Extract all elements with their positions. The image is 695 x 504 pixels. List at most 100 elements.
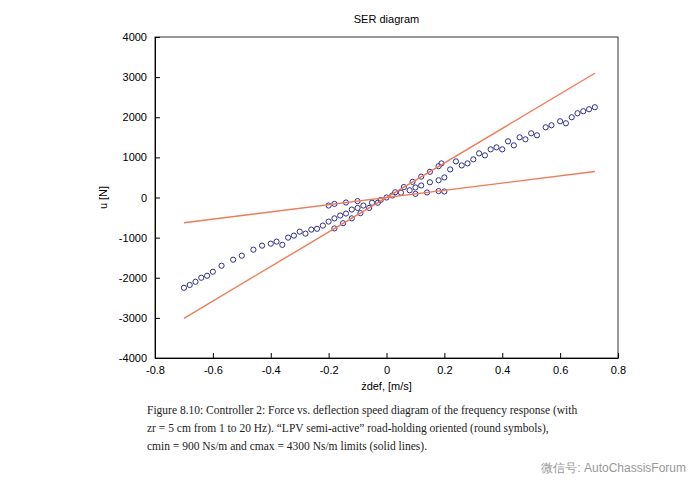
x-tick-mark xyxy=(213,353,214,358)
y-tick-mark xyxy=(155,117,160,118)
scatter-point xyxy=(534,133,539,138)
scatter-point xyxy=(297,229,302,234)
x-tick-mark xyxy=(329,353,330,358)
scatter-point xyxy=(459,163,464,168)
scatter-point xyxy=(286,235,291,240)
scatter-point xyxy=(187,282,192,287)
x-tick: -0.2 xyxy=(320,353,339,376)
y-tick-label: -3000 xyxy=(119,312,147,324)
y-tick-mark xyxy=(155,318,160,319)
scatter-point xyxy=(361,203,366,208)
y-tick-label: 1000 xyxy=(123,151,147,163)
limit-line xyxy=(184,171,595,222)
y-axis-title: u [N] xyxy=(97,186,109,209)
scatter-point xyxy=(471,157,476,162)
chart-title: SER diagram xyxy=(354,13,419,25)
scatter-point xyxy=(523,137,528,142)
y-tick-label: -2000 xyxy=(119,272,147,284)
x-tick-label: 0.2 xyxy=(437,364,452,376)
scatter-point xyxy=(274,239,279,244)
x-axis-line xyxy=(156,358,619,359)
y-tick-label: -1000 xyxy=(119,232,147,244)
plot-frame xyxy=(155,37,618,358)
scatter-point xyxy=(575,111,580,116)
y-tick: -3000 xyxy=(119,312,160,324)
scatter-point xyxy=(320,223,325,228)
x-tick-label: -0.2 xyxy=(320,364,339,376)
scatter-point xyxy=(251,247,256,252)
scatter-point xyxy=(448,167,453,172)
x-tick-label: -0.8 xyxy=(146,364,165,376)
scatter-point xyxy=(511,143,516,148)
scatter-point xyxy=(517,135,522,140)
scatter-point xyxy=(268,241,273,246)
x-tick-mark xyxy=(502,353,503,358)
x-tick-mark xyxy=(387,353,388,358)
x-tick: 0.4 xyxy=(495,353,510,376)
scatter-point xyxy=(453,159,458,164)
scatter-point xyxy=(569,115,574,120)
y-tick: 4000 xyxy=(123,31,160,43)
x-tick-mark xyxy=(618,353,619,358)
scatter-point xyxy=(239,253,244,258)
scatter-point xyxy=(563,121,568,126)
x-tick-label: -0.6 xyxy=(204,364,223,376)
scatter-point xyxy=(558,119,563,124)
scatter-point xyxy=(355,205,360,210)
scatter-point xyxy=(419,183,424,188)
scatter-point xyxy=(488,147,493,152)
scatter-point xyxy=(332,216,337,221)
scatter-point xyxy=(398,190,403,195)
watermark: 微信号: AutoChassisForum xyxy=(541,461,686,475)
scatter-point xyxy=(465,161,470,166)
scatter-point xyxy=(543,125,548,130)
y-tick-mark xyxy=(155,37,160,38)
caption-line: cmin = 900 Ns/m and cmax = 4300 Ns/m lim… xyxy=(147,440,427,453)
scatter-point xyxy=(303,231,308,236)
scatter-point xyxy=(494,145,499,150)
scatter-point xyxy=(427,180,432,185)
y-tick-label: 2000 xyxy=(123,111,147,123)
x-tick-mark xyxy=(444,353,445,358)
scatter-point xyxy=(349,207,354,212)
scatter-point xyxy=(181,285,186,290)
scatter-point xyxy=(280,242,285,247)
y-axis: -4000-3000-2000-100001000200030004000 xyxy=(119,31,160,364)
scatter-point xyxy=(343,211,348,216)
scatter-point xyxy=(592,105,597,110)
scatter-point xyxy=(309,227,314,232)
y-tick: -1000 xyxy=(119,232,160,244)
marks xyxy=(181,73,597,318)
x-tick-label: 0.6 xyxy=(553,364,568,376)
scatter-point xyxy=(482,153,487,158)
scatter-point xyxy=(407,188,412,193)
caption-line: Figure 8.10: Controller 2: Force vs. def… xyxy=(147,404,577,417)
caption-line: zr = 5 cm from 1 to 20 Hz). “LPV semi-ac… xyxy=(147,422,549,435)
scatter-point xyxy=(505,139,510,144)
scatter-point xyxy=(338,213,343,218)
y-tick: 3000 xyxy=(123,71,160,83)
x-tick: 0.6 xyxy=(553,353,568,376)
x-tick: -0.4 xyxy=(262,353,281,376)
scatter-point xyxy=(326,219,331,224)
scatter-point xyxy=(314,226,319,231)
x-tick-mark xyxy=(271,353,272,358)
y-tick-label: 3000 xyxy=(123,71,147,83)
y-tick: -2000 xyxy=(119,272,160,284)
y-tick-mark xyxy=(155,157,160,158)
scatter-point xyxy=(199,275,204,280)
scatter-point xyxy=(529,131,534,136)
scatter-point xyxy=(204,273,209,278)
scatter-point xyxy=(500,147,505,152)
y-tick-mark xyxy=(155,238,160,239)
scatter-point xyxy=(436,178,441,183)
scatter-point xyxy=(477,151,482,156)
scatter-point xyxy=(586,107,591,112)
x-tick: 0 xyxy=(384,353,390,376)
y-tick: 1000 xyxy=(123,151,160,163)
y-tick-label: 0 xyxy=(141,192,147,204)
scatter-point xyxy=(291,233,296,238)
x-tick-label: 0.4 xyxy=(495,364,510,376)
x-tick-label: 0 xyxy=(384,364,390,376)
scatter-point xyxy=(219,263,224,268)
